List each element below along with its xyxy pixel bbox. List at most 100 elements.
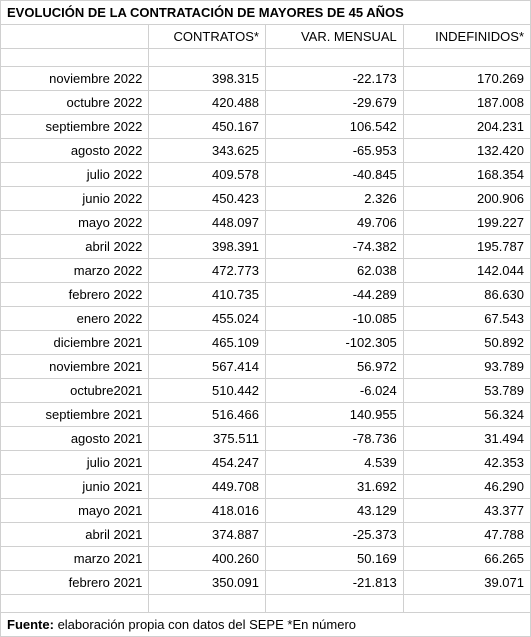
table-row: noviembre 2022398.315-22.173170.269 <box>1 67 531 91</box>
row-var: -10.085 <box>265 307 403 331</box>
table-row: abril 2022398.391-74.382195.787 <box>1 235 531 259</box>
row-indef: 39.071 <box>403 571 530 595</box>
row-contratos: 398.315 <box>149 67 266 91</box>
row-contratos: 420.488 <box>149 91 266 115</box>
row-var: -74.382 <box>265 235 403 259</box>
table-row: febrero 2022410.735-44.28986.630 <box>1 283 531 307</box>
row-label: noviembre 2021 <box>1 355 149 379</box>
row-indef: 187.008 <box>403 91 530 115</box>
row-contratos: 343.625 <box>149 139 266 163</box>
row-contratos: 350.091 <box>149 571 266 595</box>
row-label: mayo 2022 <box>1 211 149 235</box>
row-contratos: 448.097 <box>149 211 266 235</box>
table-row: abril 2021374.887-25.37347.788 <box>1 523 531 547</box>
footer-text: Fuente: elaboración propia con datos del… <box>1 613 531 637</box>
row-label: agosto 2021 <box>1 427 149 451</box>
row-label: noviembre 2022 <box>1 67 149 91</box>
row-indef: 199.227 <box>403 211 530 235</box>
row-var: -78.736 <box>265 427 403 451</box>
row-var: -25.373 <box>265 523 403 547</box>
row-contratos: 510.442 <box>149 379 266 403</box>
row-indef: 31.494 <box>403 427 530 451</box>
row-var: -65.953 <box>265 139 403 163</box>
spacer-row <box>1 595 531 613</box>
row-label: abril 2022 <box>1 235 149 259</box>
table-row: julio 2021454.2474.53942.353 <box>1 451 531 475</box>
row-indef: 170.269 <box>403 67 530 91</box>
table-row: agosto 2022343.625-65.953132.420 <box>1 139 531 163</box>
row-var: 62.038 <box>265 259 403 283</box>
row-indef: 50.892 <box>403 331 530 355</box>
table-row: mayo 2021418.01643.12943.377 <box>1 499 531 523</box>
table-row: marzo 2022472.77362.038142.044 <box>1 259 531 283</box>
row-label: junio 2021 <box>1 475 149 499</box>
row-var: 43.129 <box>265 499 403 523</box>
col-header-indef: INDEFINIDOS* <box>403 25 530 49</box>
col-header-contratos: CONTRATOS* <box>149 25 266 49</box>
row-indef: 66.265 <box>403 547 530 571</box>
row-indef: 42.353 <box>403 451 530 475</box>
row-label: junio 2022 <box>1 187 149 211</box>
table-row: septiembre 2021516.466140.95556.324 <box>1 403 531 427</box>
row-var: -44.289 <box>265 283 403 307</box>
table-row: noviembre 2021567.41456.97293.789 <box>1 355 531 379</box>
row-indef: 204.231 <box>403 115 530 139</box>
row-label: julio 2022 <box>1 163 149 187</box>
row-indef: 46.290 <box>403 475 530 499</box>
row-var: 2.326 <box>265 187 403 211</box>
row-contratos: 418.016 <box>149 499 266 523</box>
row-indef: 200.906 <box>403 187 530 211</box>
table-row: octubre 2022420.488-29.679187.008 <box>1 91 531 115</box>
row-contratos: 375.511 <box>149 427 266 451</box>
row-contratos: 465.109 <box>149 331 266 355</box>
row-contratos: 450.423 <box>149 187 266 211</box>
row-contratos: 374.887 <box>149 523 266 547</box>
table-row: septiembre 2022450.167106.542204.231 <box>1 115 531 139</box>
row-contratos: 449.708 <box>149 475 266 499</box>
row-indef: 132.420 <box>403 139 530 163</box>
row-contratos: 398.391 <box>149 235 266 259</box>
header-row: CONTRATOS* VAR. MENSUAL INDEFINIDOS* <box>1 25 531 49</box>
row-var: 50.169 <box>265 547 403 571</box>
row-label: abril 2021 <box>1 523 149 547</box>
row-label: agosto 2022 <box>1 139 149 163</box>
row-var: 31.692 <box>265 475 403 499</box>
table-row: febrero 2021350.091-21.81339.071 <box>1 571 531 595</box>
table-row: mayo 2022448.09749.706199.227 <box>1 211 531 235</box>
row-label: marzo 2022 <box>1 259 149 283</box>
row-var: 4.539 <box>265 451 403 475</box>
row-var: 140.955 <box>265 403 403 427</box>
row-var: -22.173 <box>265 67 403 91</box>
row-indef: 142.044 <box>403 259 530 283</box>
row-contratos: 454.247 <box>149 451 266 475</box>
table-row: agosto 2021375.511-78.73631.494 <box>1 427 531 451</box>
row-label: septiembre 2021 <box>1 403 149 427</box>
row-label: febrero 2022 <box>1 283 149 307</box>
table-container: EVOLUCIÓN DE LA CONTRATACIÓN DE MAYORES … <box>0 0 531 637</box>
row-contratos: 400.260 <box>149 547 266 571</box>
row-contratos: 567.414 <box>149 355 266 379</box>
row-label: febrero 2021 <box>1 571 149 595</box>
row-indef: 53.789 <box>403 379 530 403</box>
table-row: junio 2022450.4232.326200.906 <box>1 187 531 211</box>
table-row: diciembre 2021465.109-102.30550.892 <box>1 331 531 355</box>
row-label: marzo 2021 <box>1 547 149 571</box>
title-row: EVOLUCIÓN DE LA CONTRATACIÓN DE MAYORES … <box>1 1 531 25</box>
table-row: enero 2022455.024-10.08567.543 <box>1 307 531 331</box>
row-contratos: 409.578 <box>149 163 266 187</box>
row-var: 56.972 <box>265 355 403 379</box>
row-var: -102.305 <box>265 331 403 355</box>
row-indef: 168.354 <box>403 163 530 187</box>
table-row: julio 2022409.578-40.845168.354 <box>1 163 531 187</box>
table-row: junio 2021449.70831.69246.290 <box>1 475 531 499</box>
row-label: diciembre 2021 <box>1 331 149 355</box>
table-row: octubre2021510.442-6.02453.789 <box>1 379 531 403</box>
row-var: -29.679 <box>265 91 403 115</box>
row-contratos: 410.735 <box>149 283 266 307</box>
row-label: septiembre 2022 <box>1 115 149 139</box>
row-var: 49.706 <box>265 211 403 235</box>
row-contratos: 455.024 <box>149 307 266 331</box>
col-header-var: VAR. MENSUAL <box>265 25 403 49</box>
footer-row: Fuente: elaboración propia con datos del… <box>1 613 531 637</box>
table-row: marzo 2021400.26050.16966.265 <box>1 547 531 571</box>
